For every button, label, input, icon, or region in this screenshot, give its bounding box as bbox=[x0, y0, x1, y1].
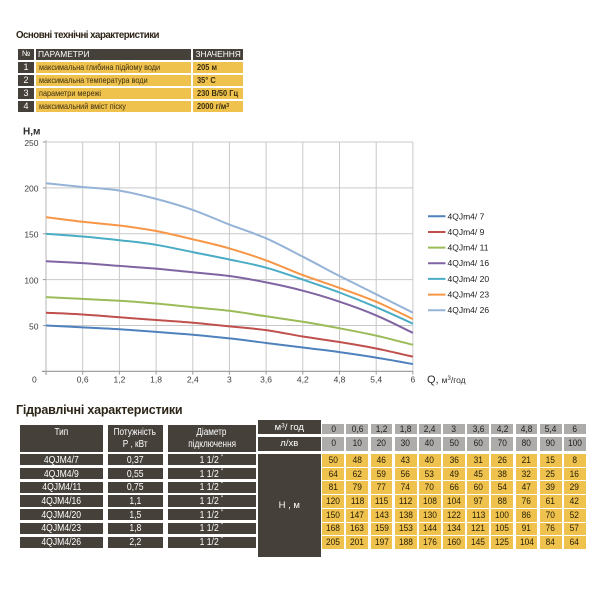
svg-text:0: 0 bbox=[32, 374, 37, 384]
svg-text:4QJm4/ 16: 4QJm4/ 16 bbox=[448, 258, 490, 268]
svg-text:4QJm4/ 9: 4QJm4/ 9 bbox=[448, 227, 485, 237]
svg-text:5,4: 5,4 bbox=[370, 374, 382, 384]
svg-text:200: 200 bbox=[24, 184, 38, 194]
svg-text:Q, м3/год: Q, м3/год bbox=[427, 374, 466, 386]
svg-text:150: 150 bbox=[24, 230, 38, 240]
svg-text:2,4: 2,4 bbox=[187, 374, 199, 384]
svg-text:50: 50 bbox=[29, 321, 39, 331]
svg-text:6: 6 bbox=[411, 374, 416, 384]
svg-text:3,6: 3,6 bbox=[260, 374, 272, 384]
svg-text:4QJm4/ 7: 4QJm4/ 7 bbox=[448, 211, 485, 221]
svg-text:100: 100 bbox=[24, 275, 38, 285]
svg-text:H,м: H,м bbox=[23, 127, 40, 138]
svg-text:4,2: 4,2 bbox=[297, 374, 309, 384]
svg-text:3: 3 bbox=[227, 374, 232, 384]
svg-text:0,6: 0,6 bbox=[77, 374, 89, 384]
svg-text:4QJm4/ 26: 4QJm4/ 26 bbox=[448, 305, 490, 315]
svg-text:4QJm4/ 11: 4QJm4/ 11 bbox=[448, 243, 489, 253]
svg-text:4,8: 4,8 bbox=[334, 374, 346, 384]
svg-text:1,8: 1,8 bbox=[150, 374, 162, 384]
svg-text:250: 250 bbox=[24, 138, 38, 148]
svg-text:1,2: 1,2 bbox=[113, 374, 125, 384]
svg-text:4QJm4/ 23: 4QJm4/ 23 bbox=[448, 290, 490, 300]
svg-text:4QJm4/ 20: 4QJm4/ 20 bbox=[448, 274, 490, 284]
